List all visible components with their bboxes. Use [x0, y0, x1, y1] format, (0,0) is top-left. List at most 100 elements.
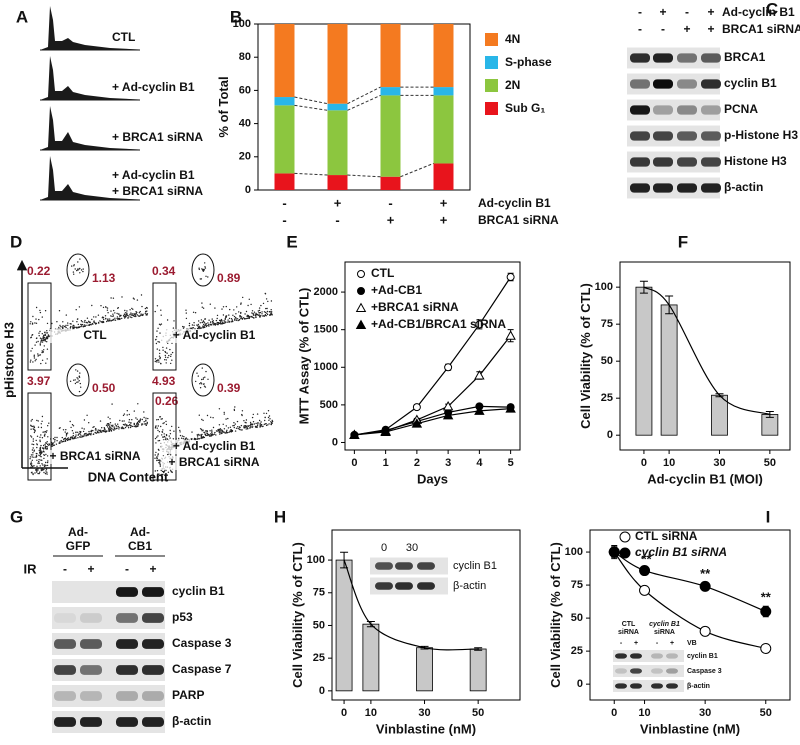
bar	[416, 647, 433, 692]
dot	[85, 324, 87, 326]
y-tick-label: 75	[571, 579, 583, 591]
gate	[191, 363, 215, 397]
dot	[145, 310, 147, 313]
dot	[251, 424, 253, 426]
dot	[225, 418, 227, 420]
gate	[66, 253, 90, 287]
dot	[247, 425, 250, 427]
dot	[242, 317, 245, 319]
dot	[126, 310, 128, 312]
dot	[136, 423, 138, 426]
dot	[239, 316, 241, 318]
blot-band	[653, 79, 673, 89]
dot	[87, 324, 89, 326]
dot	[118, 428, 120, 430]
dot	[143, 421, 145, 423]
dot	[75, 437, 77, 439]
dot	[219, 431, 222, 433]
dot	[36, 443, 38, 445]
dot	[87, 320, 90, 322]
dot	[270, 313, 272, 315]
dot	[45, 453, 47, 456]
dot	[45, 470, 47, 472]
dot	[73, 264, 75, 266]
dot	[158, 473, 160, 475]
bar-segment	[380, 176, 401, 190]
dot	[131, 313, 133, 315]
dot	[126, 414, 128, 416]
dot	[163, 471, 165, 474]
dot	[241, 413, 243, 416]
dot	[159, 416, 162, 418]
dot	[142, 314, 144, 317]
blot-band	[54, 613, 76, 623]
condition-label: + BRCA1 siRNA	[112, 184, 203, 198]
dot	[257, 310, 259, 312]
dot	[80, 323, 82, 326]
dot	[154, 358, 157, 360]
dot	[31, 449, 34, 451]
dot	[77, 323, 80, 326]
dot	[145, 423, 147, 425]
dot	[106, 309, 109, 311]
dot	[164, 354, 166, 357]
series-line	[613, 551, 766, 650]
dot	[222, 306, 225, 308]
dot	[83, 419, 86, 421]
sign: -	[685, 5, 689, 19]
dot	[105, 318, 107, 320]
dot	[235, 319, 237, 322]
sign: -	[335, 212, 339, 227]
legend-label: cyclin B1 siRNA	[635, 545, 727, 559]
group-label: Ad-	[68, 525, 88, 539]
condition-name: Ad-cyclin B1	[478, 196, 551, 210]
dot	[30, 420, 32, 422]
sign: +	[659, 5, 666, 19]
dot	[167, 453, 169, 456]
dot	[105, 430, 108, 432]
dot	[78, 326, 81, 329]
bar-segment	[274, 105, 295, 174]
dot	[30, 350, 32, 352]
dot	[131, 419, 133, 421]
dot	[44, 464, 46, 466]
dot	[216, 317, 218, 320]
dot	[212, 426, 215, 429]
bar	[635, 286, 653, 436]
dot	[225, 305, 227, 308]
dot	[84, 325, 86, 327]
dot	[59, 441, 61, 443]
dot	[165, 423, 168, 426]
dot	[139, 418, 142, 420]
dot	[37, 462, 39, 464]
dot	[199, 278, 201, 280]
dot	[227, 417, 229, 420]
sign: +	[387, 212, 395, 227]
dot	[252, 426, 254, 428]
dot	[122, 423, 125, 426]
dot	[160, 309, 162, 311]
dot	[245, 422, 247, 424]
legend-label: CTL siRNA	[635, 529, 698, 543]
dot	[65, 314, 68, 316]
dot	[239, 314, 241, 317]
x-tick-label: 0	[641, 457, 647, 469]
axis-label: DNA Content	[88, 469, 169, 484]
dot	[133, 425, 135, 427]
legend-marker	[355, 319, 367, 329]
dot	[85, 321, 88, 324]
blot-band	[395, 562, 413, 570]
bar-segment	[380, 87, 401, 96]
gate	[152, 282, 177, 371]
dot	[108, 423, 110, 425]
dot	[33, 355, 35, 357]
dot	[123, 420, 125, 422]
dot	[215, 434, 217, 436]
dot	[207, 276, 209, 278]
dot	[235, 318, 237, 320]
sign: -	[282, 212, 286, 227]
dot	[106, 320, 108, 323]
dot	[36, 446, 38, 449]
dot	[39, 453, 42, 456]
